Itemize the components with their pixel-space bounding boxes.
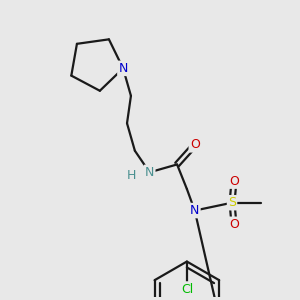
Text: N: N bbox=[145, 166, 154, 179]
Text: S: S bbox=[228, 196, 236, 209]
Text: Cl: Cl bbox=[181, 283, 193, 296]
Text: N: N bbox=[118, 62, 128, 75]
Text: O: O bbox=[229, 218, 239, 231]
Text: O: O bbox=[229, 175, 239, 188]
Text: O: O bbox=[190, 138, 200, 151]
Text: H: H bbox=[127, 169, 136, 182]
Text: N: N bbox=[190, 204, 200, 217]
